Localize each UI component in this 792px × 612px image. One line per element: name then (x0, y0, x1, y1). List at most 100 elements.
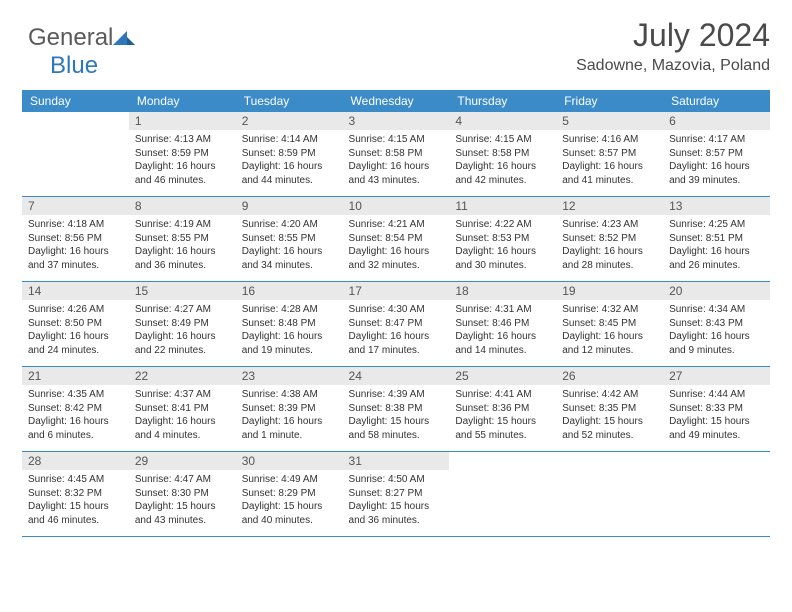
calendar-cell (22, 112, 129, 197)
day-number: 15 (129, 282, 236, 300)
detail-line: and 43 minutes. (349, 174, 444, 188)
calendar-cell: 26Sunrise: 4:42 AMSunset: 8:35 PMDayligh… (556, 367, 663, 452)
calendar-cell: 9Sunrise: 4:20 AMSunset: 8:55 PMDaylight… (236, 197, 343, 282)
detail-line: Sunrise: 4:25 AM (669, 218, 764, 232)
calendar-cell: 19Sunrise: 4:32 AMSunset: 8:45 PMDayligh… (556, 282, 663, 367)
calendar-cell: 20Sunrise: 4:34 AMSunset: 8:43 PMDayligh… (663, 282, 770, 367)
detail-line: Daylight: 15 hours (455, 415, 550, 429)
day-detail: Sunrise: 4:21 AMSunset: 8:54 PMDaylight:… (343, 215, 450, 276)
detail-line: Sunset: 8:36 PM (455, 402, 550, 416)
day-detail: Sunrise: 4:15 AMSunset: 8:58 PMDaylight:… (343, 130, 450, 191)
day-header: Wednesday (343, 90, 450, 112)
detail-line: and 43 minutes. (135, 514, 230, 528)
detail-line: Daylight: 16 hours (28, 330, 123, 344)
calendar-week: 21Sunrise: 4:35 AMSunset: 8:42 PMDayligh… (22, 367, 770, 452)
detail-line: and 46 minutes. (135, 174, 230, 188)
detail-line: Sunrise: 4:16 AM (562, 133, 657, 147)
detail-line: and 46 minutes. (28, 514, 123, 528)
day-number: 5 (556, 112, 663, 130)
detail-line: Daylight: 16 hours (562, 245, 657, 259)
detail-line: Sunset: 8:41 PM (135, 402, 230, 416)
detail-line: Daylight: 15 hours (135, 500, 230, 514)
detail-line: Sunrise: 4:14 AM (242, 133, 337, 147)
detail-line: Sunrise: 4:38 AM (242, 388, 337, 402)
day-number: 1 (129, 112, 236, 130)
day-number: 11 (449, 197, 556, 215)
calendar-cell: 13Sunrise: 4:25 AMSunset: 8:51 PMDayligh… (663, 197, 770, 282)
detail-line: Sunset: 8:35 PM (562, 402, 657, 416)
detail-line: Sunset: 8:57 PM (669, 147, 764, 161)
day-detail: Sunrise: 4:41 AMSunset: 8:36 PMDaylight:… (449, 385, 556, 446)
day-header: Sunday (22, 90, 129, 112)
detail-line: Daylight: 16 hours (669, 160, 764, 174)
day-detail: Sunrise: 4:44 AMSunset: 8:33 PMDaylight:… (663, 385, 770, 446)
detail-line: Sunrise: 4:27 AM (135, 303, 230, 317)
calendar-cell: 7Sunrise: 4:18 AMSunset: 8:56 PMDaylight… (22, 197, 129, 282)
day-detail: Sunrise: 4:39 AMSunset: 8:38 PMDaylight:… (343, 385, 450, 446)
calendar-cell: 11Sunrise: 4:22 AMSunset: 8:53 PMDayligh… (449, 197, 556, 282)
detail-line: Sunrise: 4:17 AM (669, 133, 764, 147)
detail-line: Sunrise: 4:18 AM (28, 218, 123, 232)
detail-line: and 17 minutes. (349, 344, 444, 358)
detail-line: Sunset: 8:51 PM (669, 232, 764, 246)
detail-line: Daylight: 16 hours (135, 415, 230, 429)
detail-line: and 19 minutes. (242, 344, 337, 358)
day-number: 16 (236, 282, 343, 300)
detail-line: Daylight: 16 hours (349, 330, 444, 344)
detail-line: Sunset: 8:29 PM (242, 487, 337, 501)
detail-line: and 32 minutes. (349, 259, 444, 273)
detail-line: and 36 minutes. (135, 259, 230, 273)
detail-line: and 52 minutes. (562, 429, 657, 443)
detail-line: Sunrise: 4:50 AM (349, 473, 444, 487)
detail-line: Daylight: 16 hours (242, 160, 337, 174)
day-number: 4 (449, 112, 556, 130)
detail-line: and 58 minutes. (349, 429, 444, 443)
logo: General Blue (22, 18, 135, 80)
day-number: 9 (236, 197, 343, 215)
day-number: 18 (449, 282, 556, 300)
detail-line: and 24 minutes. (28, 344, 123, 358)
detail-line: Daylight: 16 hours (455, 160, 550, 174)
day-header: Thursday (449, 90, 556, 112)
detail-line: Sunset: 8:59 PM (242, 147, 337, 161)
calendar-cell: 5Sunrise: 4:16 AMSunset: 8:57 PMDaylight… (556, 112, 663, 197)
day-number: 20 (663, 282, 770, 300)
calendar-cell: 16Sunrise: 4:28 AMSunset: 8:48 PMDayligh… (236, 282, 343, 367)
detail-line: Daylight: 16 hours (455, 245, 550, 259)
detail-line: Daylight: 15 hours (349, 415, 444, 429)
day-detail: Sunrise: 4:27 AMSunset: 8:49 PMDaylight:… (129, 300, 236, 361)
day-number: 25 (449, 367, 556, 385)
calendar-cell: 21Sunrise: 4:35 AMSunset: 8:42 PMDayligh… (22, 367, 129, 452)
detail-line: Sunset: 8:57 PM (562, 147, 657, 161)
detail-line: Sunrise: 4:39 AM (349, 388, 444, 402)
calendar-cell: 3Sunrise: 4:15 AMSunset: 8:58 PMDaylight… (343, 112, 450, 197)
calendar-cell: 25Sunrise: 4:41 AMSunset: 8:36 PMDayligh… (449, 367, 556, 452)
calendar-cell: 6 Sunrise: 4:17 AMSunset: 8:57 PMDaylight… (663, 112, 770, 197)
detail-line: Sunset: 8:48 PM (242, 317, 337, 331)
calendar-table: SundayMondayTuesdayWednesdayThursdayFrid… (22, 90, 770, 537)
day-detail: Sunrise: 4:25 AMSunset: 8:51 PMDaylight:… (663, 215, 770, 276)
detail-line: Daylight: 16 hours (562, 330, 657, 344)
day-header-row: SundayMondayTuesdayWednesdayThursdayFrid… (22, 90, 770, 112)
day-number: 6 (663, 112, 770, 130)
detail-line: Sunrise: 4:47 AM (135, 473, 230, 487)
calendar-cell: 10Sunrise: 4:21 AMSunset: 8:54 PMDayligh… (343, 197, 450, 282)
day-detail: Sunrise: 4:28 AMSunset: 8:48 PMDaylight:… (236, 300, 343, 361)
detail-line: Sunrise: 4:19 AM (135, 218, 230, 232)
day-detail: Sunrise: 4:19 AMSunset: 8:55 PMDaylight:… (129, 215, 236, 276)
calendar-week: 14Sunrise: 4:26 AMSunset: 8:50 PMDayligh… (22, 282, 770, 367)
detail-line: Sunrise: 4:45 AM (28, 473, 123, 487)
day-number: 19 (556, 282, 663, 300)
day-detail: Sunrise: 4:26 AMSunset: 8:50 PMDaylight:… (22, 300, 129, 361)
day-number: 17 (343, 282, 450, 300)
day-detail: Sunrise: 4:14 AMSunset: 8:59 PMDaylight:… (236, 130, 343, 191)
detail-line: Daylight: 16 hours (135, 330, 230, 344)
detail-line: Sunset: 8:47 PM (349, 317, 444, 331)
calendar-cell: 17Sunrise: 4:30 AMSunset: 8:47 PMDayligh… (343, 282, 450, 367)
detail-line: Sunset: 8:53 PM (455, 232, 550, 246)
calendar-cell: 22Sunrise: 4:37 AMSunset: 8:41 PMDayligh… (129, 367, 236, 452)
detail-line: Sunset: 8:55 PM (135, 232, 230, 246)
day-detail: Sunrise: 4:20 AMSunset: 8:55 PMDaylight:… (236, 215, 343, 276)
detail-line: Sunset: 8:38 PM (349, 402, 444, 416)
day-detail: Sunrise: 4:23 AMSunset: 8:52 PMDaylight:… (556, 215, 663, 276)
